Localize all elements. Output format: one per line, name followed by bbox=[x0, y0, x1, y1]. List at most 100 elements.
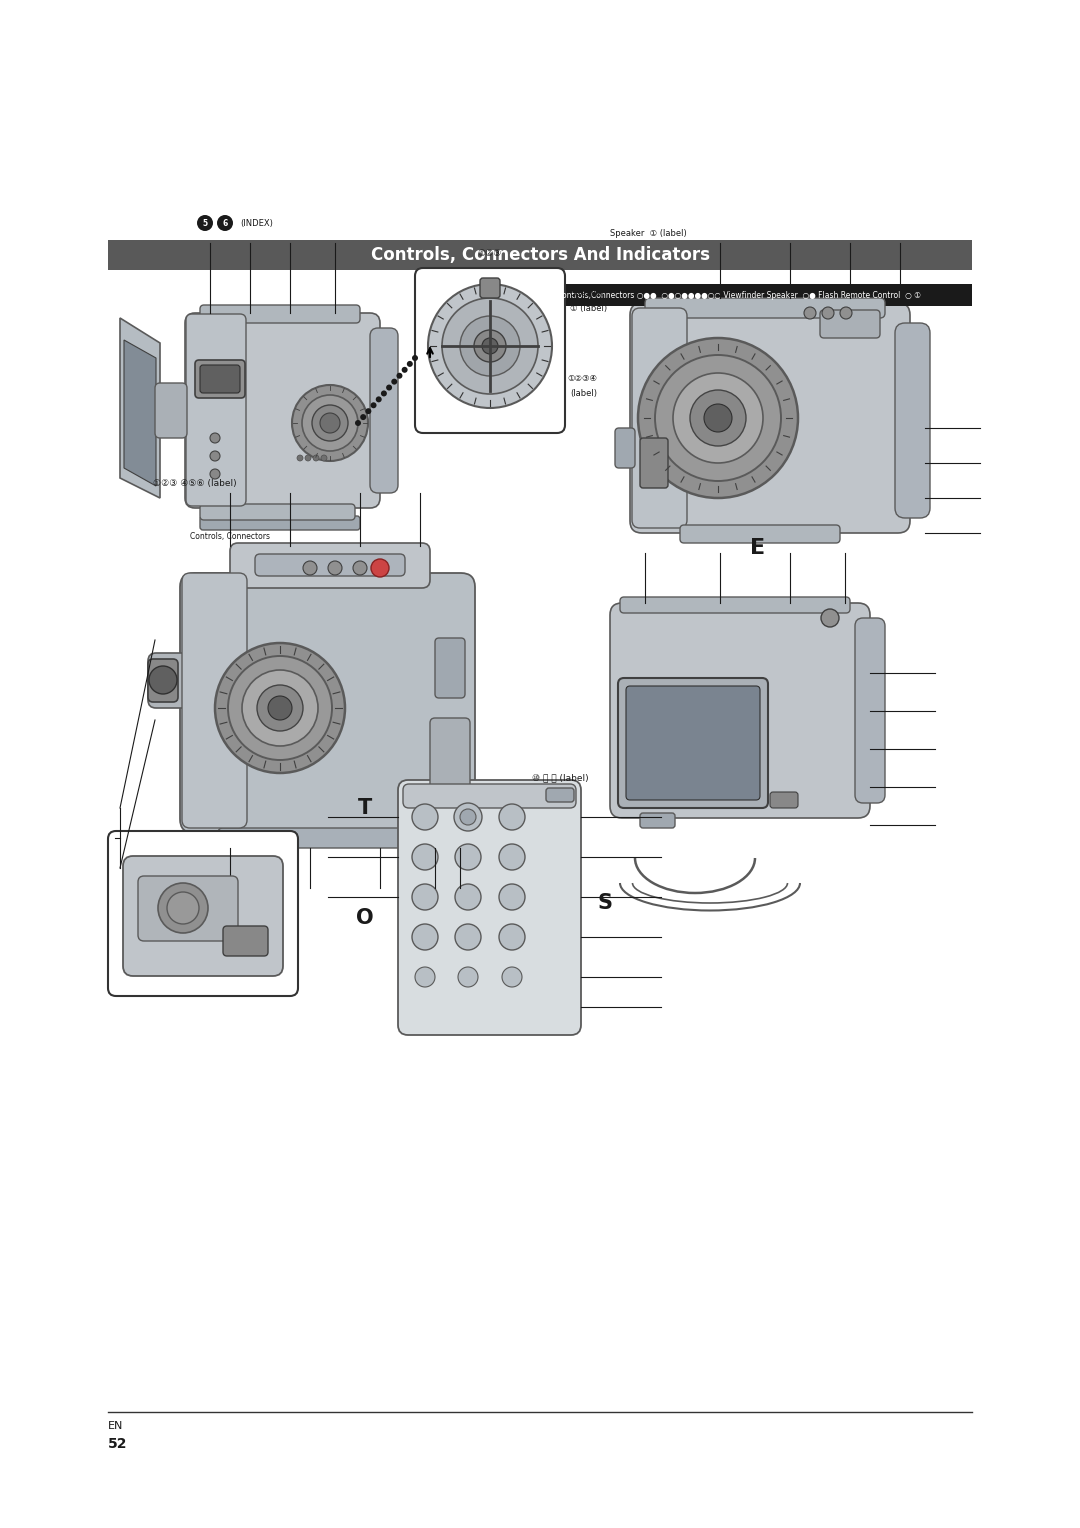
Circle shape bbox=[376, 396, 381, 402]
Text: ①②③ ④⑤⑥ (label): ①②③ ④⑤⑥ (label) bbox=[153, 478, 237, 487]
Circle shape bbox=[411, 885, 438, 911]
Circle shape bbox=[415, 967, 435, 987]
FancyBboxPatch shape bbox=[148, 659, 178, 701]
Circle shape bbox=[482, 338, 498, 354]
FancyBboxPatch shape bbox=[770, 792, 798, 808]
FancyBboxPatch shape bbox=[148, 652, 222, 707]
Circle shape bbox=[442, 298, 538, 394]
FancyBboxPatch shape bbox=[200, 365, 240, 393]
Polygon shape bbox=[124, 341, 156, 486]
Circle shape bbox=[210, 432, 220, 443]
FancyBboxPatch shape bbox=[370, 329, 399, 494]
Circle shape bbox=[460, 808, 476, 825]
FancyBboxPatch shape bbox=[430, 718, 470, 798]
FancyBboxPatch shape bbox=[855, 617, 885, 804]
Circle shape bbox=[242, 669, 318, 746]
FancyBboxPatch shape bbox=[640, 439, 669, 487]
FancyBboxPatch shape bbox=[480, 278, 500, 298]
FancyBboxPatch shape bbox=[680, 526, 840, 542]
Circle shape bbox=[499, 924, 525, 950]
Circle shape bbox=[804, 307, 816, 319]
Text: Speaker  ① (label): Speaker ① (label) bbox=[610, 229, 687, 237]
FancyBboxPatch shape bbox=[435, 639, 465, 698]
Circle shape bbox=[654, 354, 781, 481]
FancyBboxPatch shape bbox=[200, 516, 360, 530]
Circle shape bbox=[381, 391, 387, 396]
Circle shape bbox=[474, 330, 507, 362]
FancyBboxPatch shape bbox=[123, 856, 283, 976]
FancyBboxPatch shape bbox=[895, 322, 930, 518]
Text: Speaker: Speaker bbox=[570, 289, 605, 298]
Text: ●○●○●●● Controls,Connectors ○●●  ○●○●●●●○○ Viewfinder Speaker  ○● Flash Remote C: ●○●○●●● Controls,Connectors ○●● ○●○●●●●○… bbox=[508, 290, 920, 299]
Text: Controls, Connectors And Indicators: Controls, Connectors And Indicators bbox=[370, 246, 710, 264]
Circle shape bbox=[458, 967, 478, 987]
Circle shape bbox=[402, 367, 407, 373]
Circle shape bbox=[149, 666, 177, 694]
Circle shape bbox=[167, 892, 199, 924]
Circle shape bbox=[822, 307, 834, 319]
Circle shape bbox=[355, 420, 361, 426]
Circle shape bbox=[305, 455, 311, 461]
FancyBboxPatch shape bbox=[632, 309, 687, 529]
FancyBboxPatch shape bbox=[630, 303, 910, 533]
Circle shape bbox=[268, 695, 292, 720]
FancyBboxPatch shape bbox=[183, 573, 247, 828]
FancyBboxPatch shape bbox=[399, 779, 581, 1034]
Circle shape bbox=[217, 215, 233, 231]
Circle shape bbox=[257, 685, 303, 730]
Circle shape bbox=[228, 656, 332, 759]
Text: Controls, Connectors: Controls, Connectors bbox=[190, 532, 270, 541]
Text: 52: 52 bbox=[108, 1436, 127, 1452]
Circle shape bbox=[411, 354, 418, 361]
FancyBboxPatch shape bbox=[138, 876, 238, 941]
Text: 5: 5 bbox=[202, 219, 207, 228]
FancyBboxPatch shape bbox=[615, 428, 635, 468]
Circle shape bbox=[210, 451, 220, 461]
Circle shape bbox=[302, 396, 357, 451]
Circle shape bbox=[411, 924, 438, 950]
Circle shape bbox=[297, 455, 303, 461]
Circle shape bbox=[386, 385, 392, 391]
Circle shape bbox=[312, 405, 348, 442]
FancyBboxPatch shape bbox=[195, 361, 245, 397]
Text: (INDEX): (INDEX) bbox=[240, 219, 273, 228]
Circle shape bbox=[428, 284, 552, 408]
Circle shape bbox=[210, 469, 220, 478]
FancyBboxPatch shape bbox=[108, 831, 298, 996]
Circle shape bbox=[455, 885, 481, 911]
FancyBboxPatch shape bbox=[185, 313, 380, 507]
FancyBboxPatch shape bbox=[546, 788, 573, 802]
Circle shape bbox=[499, 843, 525, 869]
Text: ⑩ ⑪ ⑫ (label): ⑩ ⑪ ⑫ (label) bbox=[531, 773, 589, 782]
Circle shape bbox=[411, 843, 438, 869]
Circle shape bbox=[320, 413, 340, 432]
Circle shape bbox=[303, 561, 318, 575]
Circle shape bbox=[454, 804, 482, 831]
Circle shape bbox=[673, 373, 762, 463]
Circle shape bbox=[502, 967, 522, 987]
Circle shape bbox=[391, 379, 397, 385]
Circle shape bbox=[292, 385, 368, 461]
Circle shape bbox=[370, 402, 377, 408]
FancyBboxPatch shape bbox=[610, 604, 870, 817]
Text: O: O bbox=[356, 908, 374, 927]
Text: (label): (label) bbox=[570, 388, 597, 397]
Circle shape bbox=[460, 316, 519, 376]
FancyBboxPatch shape bbox=[200, 504, 355, 520]
FancyBboxPatch shape bbox=[415, 267, 565, 432]
Circle shape bbox=[365, 408, 372, 414]
Text: EN: EN bbox=[108, 1421, 123, 1432]
FancyBboxPatch shape bbox=[180, 573, 475, 833]
Text: ①②③: ①②③ bbox=[477, 249, 502, 258]
Text: E: E bbox=[751, 538, 766, 558]
FancyBboxPatch shape bbox=[626, 686, 760, 801]
Circle shape bbox=[321, 455, 327, 461]
Circle shape bbox=[313, 455, 319, 461]
Circle shape bbox=[690, 390, 746, 446]
Circle shape bbox=[197, 215, 213, 231]
FancyBboxPatch shape bbox=[255, 555, 405, 576]
Polygon shape bbox=[120, 318, 160, 498]
FancyBboxPatch shape bbox=[200, 306, 360, 322]
FancyBboxPatch shape bbox=[820, 310, 880, 338]
Circle shape bbox=[328, 561, 342, 575]
